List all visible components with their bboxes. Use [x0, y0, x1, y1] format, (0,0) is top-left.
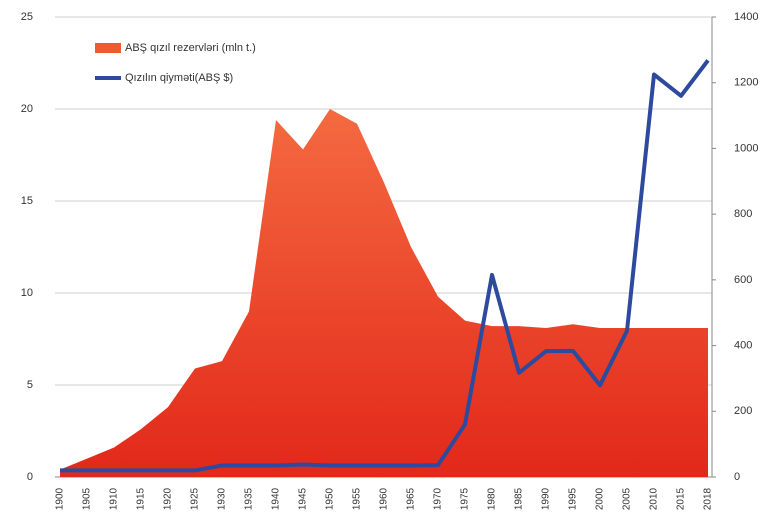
area	[60, 109, 708, 477]
x-tick-label: 2015	[676, 487, 687, 510]
x-tick-label: 2010	[649, 487, 660, 510]
y2-tick-label: 1200	[734, 77, 758, 89]
x-tick-label: 1990	[541, 487, 552, 510]
x-tick-label: 1985	[514, 487, 525, 510]
legend-label: Qızılın qiyməti(ABŞ $)	[125, 72, 233, 84]
y2-tick-label: 200	[734, 405, 752, 417]
x-tick-label: 1955	[352, 487, 363, 510]
y-tick-label: 0	[27, 471, 33, 483]
y-tick-label: 25	[21, 11, 33, 23]
x-tick-label: 1995	[568, 487, 579, 510]
legend-label: ABŞ qızıl rezervləri (mln t.)	[125, 42, 256, 54]
x-tick-label: 1970	[433, 487, 444, 510]
y2-tick-label: 400	[734, 339, 752, 351]
x-tick-label: 2005	[622, 487, 633, 510]
x-tick-label: 1965	[406, 487, 417, 510]
x-tick-label: 1940	[271, 487, 282, 510]
x-tick-label: 1920	[163, 487, 174, 510]
y-tick-label: 15	[21, 195, 33, 207]
x-tick-label: 2018	[703, 487, 714, 510]
y2-tick-label: 1000	[734, 142, 758, 154]
x-tick-label: 1915	[136, 487, 147, 510]
x-tick-label: 1960	[379, 487, 390, 510]
legend-swatch	[95, 43, 121, 53]
x-tick-label: 1925	[190, 487, 201, 510]
y-tick-label: 10	[21, 287, 33, 299]
x-tick-label: 2000	[595, 487, 606, 510]
x-tick-label: 1950	[325, 487, 336, 510]
x-tick-label: 1980	[487, 487, 498, 510]
y2-tick-label: 1400	[734, 11, 758, 23]
x-tick-label: 1900	[55, 487, 66, 510]
line	[60, 59, 710, 473]
y2-tick-label: 800	[734, 208, 752, 220]
y-tick-label: 5	[27, 379, 33, 391]
x-tick-label: 1930	[217, 487, 228, 510]
x-tick-label: 1975	[460, 487, 471, 510]
x-tick-label: 1935	[244, 487, 255, 510]
y2-tick-label: 600	[734, 274, 752, 286]
y-tick-label: 20	[21, 103, 33, 115]
x-tick-label: 1910	[109, 487, 120, 510]
x-tick-label: 1945	[298, 487, 309, 510]
x-tick-label: 1905	[82, 487, 93, 510]
y2-tick-label: 0	[734, 471, 740, 483]
